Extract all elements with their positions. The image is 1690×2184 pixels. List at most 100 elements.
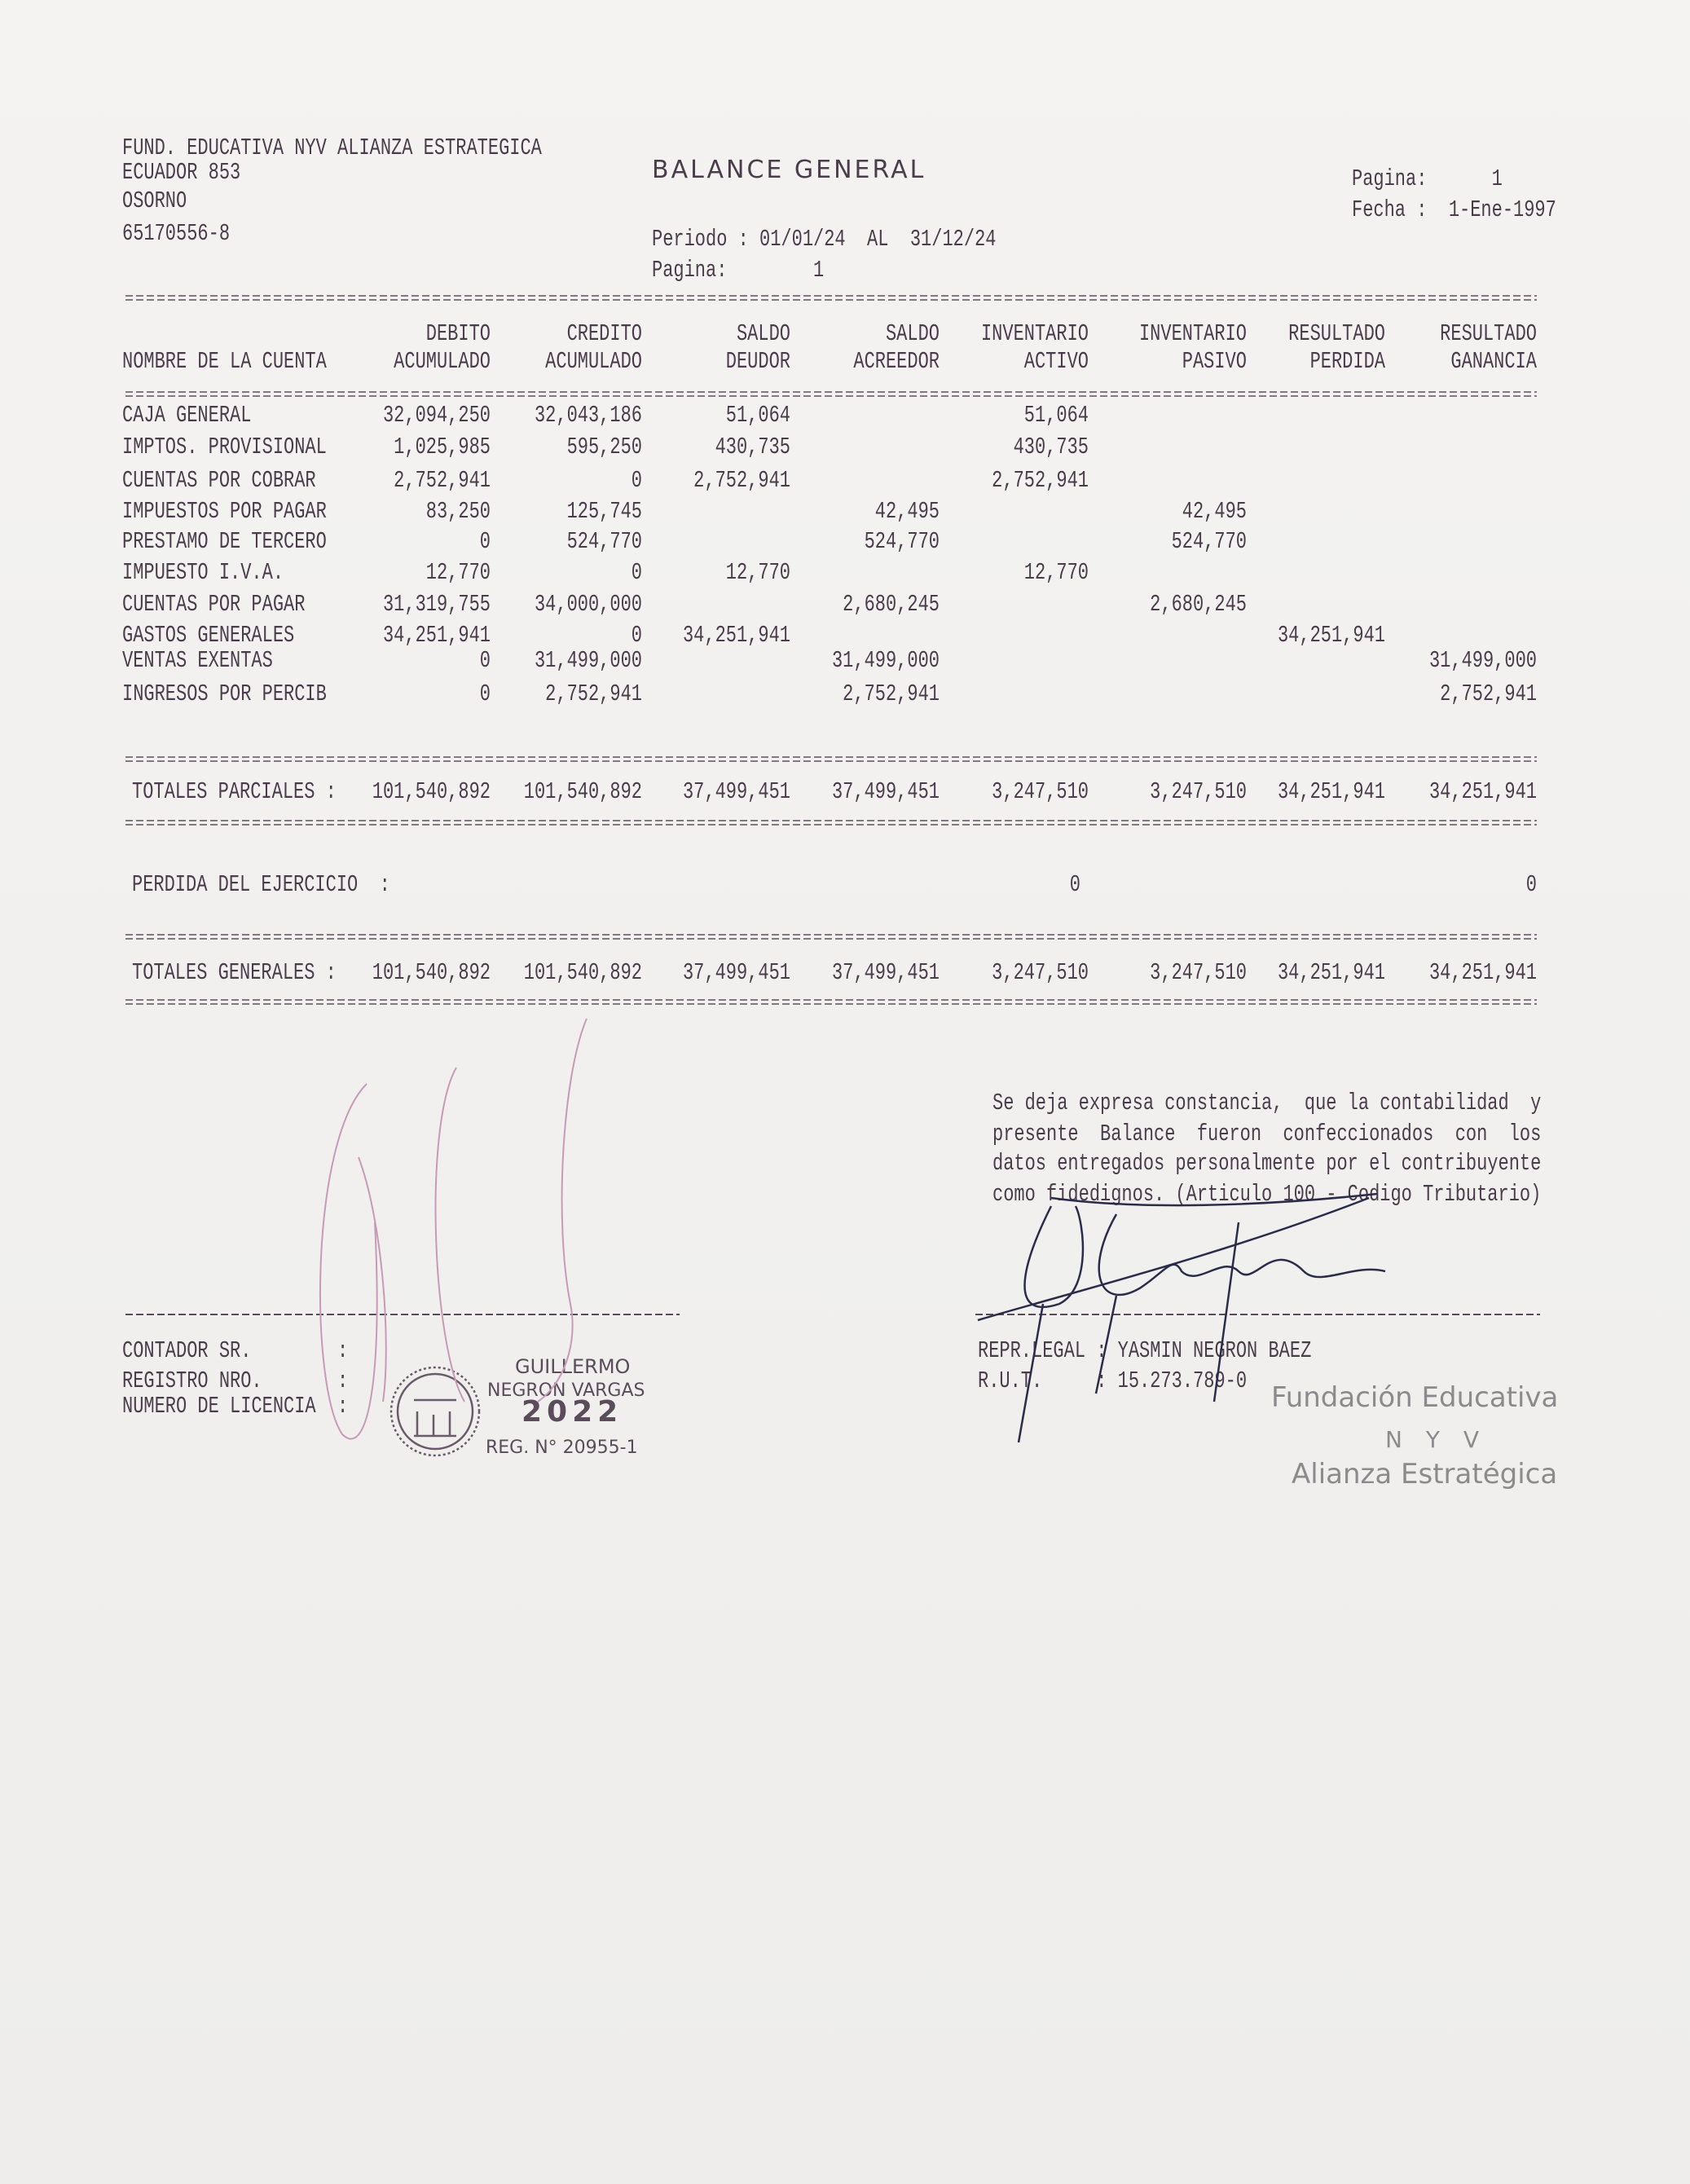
partial-totals-resultado-perdida: 34,251,941 (1277, 778, 1385, 805)
general-totals-resultado-ganancia: 34,251,941 (1428, 959, 1537, 986)
table-row-account-name: CAJA GENERAL (122, 402, 252, 429)
table-row-account-name: IMPUESTO I.V.A. (122, 559, 284, 586)
document-title: BALANCE GENERAL (652, 156, 926, 184)
table-cell-debito-acumulado: 0 (479, 680, 491, 707)
general-totals-inventario-activo: 3,247,510 (992, 959, 1089, 986)
table-cell-credito-acumulado: 34,000,000 (534, 591, 642, 618)
table-cell-saldo-deudor: 430,735 (715, 434, 790, 460)
legal-rut: R.U.T. : 15.273.789-0 (978, 1367, 1248, 1394)
stamp-registration: REG. N° 20955-1 (486, 1438, 638, 1458)
table-cell-saldo-deudor: 51,064 (725, 402, 790, 429)
signature-line-accountant (125, 1314, 680, 1315)
table-cell-saldo-acreedor: 524,770 (864, 528, 940, 555)
table-cell-saldo-acreedor: 2,752,941 (843, 680, 940, 707)
fiscal-loss-label: PERDIDA DEL EJERCICIO : (132, 871, 390, 898)
table-cell-credito-acumulado: 595,250 (566, 434, 642, 460)
fiscal-loss-resultado-ganancia: 0 (1525, 871, 1537, 898)
partial-totals-inventario-activo: 3,247,510 (992, 778, 1089, 805)
accountant-label: CONTADOR SR. : (122, 1337, 349, 1364)
table-cell-inventario-activo: 12,770 (1023, 559, 1089, 586)
column-header-inventario-activo: ACTIVO (1023, 348, 1089, 375)
table-row-account-name: CUENTAS POR PAGAR (122, 591, 306, 618)
partial-totals-inventario-pasivo: 3,247,510 (1150, 778, 1247, 805)
table-cell-resultado-ganancia: 31,499,000 (1428, 647, 1537, 674)
separator (125, 999, 1537, 1006)
statement-line: presente Balance fueron confeccionados c… (992, 1121, 1542, 1147)
general-totals-label: TOTALES GENERALES : (132, 959, 337, 986)
legal-representative-signature (977, 1192, 1386, 1443)
column-header-debito-acumulado: ACUMULADO (394, 348, 491, 375)
table-row-account-name: IMPUESTOS POR PAGAR (122, 498, 327, 525)
page-number: Pagina: 1 (1352, 165, 1503, 192)
column-header-inventario-activo: INVENTARIO (980, 320, 1089, 347)
table-cell-credito-acumulado: 31,499,000 (534, 647, 642, 674)
table-cell-debito-acumulado: 12,770 (425, 559, 491, 586)
column-header-saldo-acreedor: ACREEDOR (853, 348, 940, 375)
signature-line-legal (975, 1314, 1540, 1315)
table-cell-debito-acumulado: 34,251,941 (382, 622, 491, 649)
period: Periodo : 01/01/24 AL 31/12/24 (652, 226, 997, 253)
column-header-inventario-pasivo: INVENTARIO (1138, 320, 1247, 347)
company-city: OSORNO (122, 187, 187, 214)
table-cell-saldo-deudor: 12,770 (725, 559, 790, 586)
table-cell-inventario-pasivo: 2,680,245 (1150, 591, 1247, 618)
table-cell-saldo-deudor: 34,251,941 (682, 622, 790, 649)
table-cell-credito-acumulado: 0 (631, 622, 642, 649)
table-cell-inventario-activo: 430,735 (1013, 434, 1089, 460)
partial-totals-label: TOTALES PARCIALES : (132, 778, 337, 805)
table-cell-debito-acumulado: 31,319,755 (382, 591, 491, 618)
separator (125, 756, 1537, 763)
legal-representative: REPR.LEGAL : YASMIN NEGRON BAEZ (978, 1337, 1312, 1364)
table-cell-saldo-deudor: 2,752,941 (693, 467, 790, 494)
company-name: FUND. EDUCATIVA NYV ALIANZA ESTRATEGICA (122, 134, 542, 161)
stamp-name-1: GUILLERMO (515, 1355, 631, 1378)
table-cell-credito-acumulado: 0 (631, 467, 642, 494)
partial-totals-debito-acumulado: 101,540,892 (372, 778, 491, 805)
partial-totals-saldo-deudor: 37,499,451 (682, 778, 790, 805)
column-header-saldo-acreedor: SALDO (885, 320, 940, 347)
table-cell-credito-acumulado: 2,752,941 (545, 680, 642, 707)
table-row-account-name: INGRESOS POR PERCIB (122, 680, 327, 707)
table-cell-inventario-activo: 2,752,941 (992, 467, 1089, 494)
separator (125, 391, 1537, 398)
table-cell-saldo-acreedor: 2,680,245 (843, 591, 940, 618)
table-row-account-name: PRESTAMO DE TERCERO (122, 528, 327, 555)
license-label: NUMERO DE LICENCIA : (122, 1393, 349, 1420)
statement-line: como fidedignos. (Articulo 100 - Codigo … (992, 1181, 1542, 1208)
general-totals-inventario-pasivo: 3,247,510 (1150, 959, 1247, 986)
table-cell-inventario-pasivo: 42,495 (1182, 498, 1247, 525)
column-header-resultado-ganancia: GANANCIA (1450, 348, 1537, 375)
table-cell-debito-acumulado: 0 (479, 647, 491, 674)
statement-line: Se deja expresa constancia, que la conta… (992, 1090, 1542, 1116)
general-totals-saldo-deudor: 37,499,451 (682, 959, 790, 986)
table-cell-resultado-ganancia: 2,752,941 (1440, 680, 1537, 707)
table-cell-credito-acumulado: 524,770 (566, 528, 642, 555)
company-rut: 65170556-8 (122, 220, 231, 247)
table-cell-inventario-activo: 51,064 (1023, 402, 1089, 429)
column-header-resultado-perdida: RESULTADO (1288, 320, 1385, 347)
table-cell-debito-acumulado: 2,752,941 (394, 467, 491, 494)
table-cell-credito-acumulado: 0 (631, 559, 642, 586)
general-totals-saldo-acreedor: 37,499,451 (831, 959, 940, 986)
partial-totals-resultado-ganancia: 34,251,941 (1428, 778, 1537, 805)
general-totals-resultado-perdida: 34,251,941 (1277, 959, 1385, 986)
partial-totals-saldo-acreedor: 37,499,451 (831, 778, 940, 805)
stamp-seal (389, 1366, 481, 1457)
registry-label: REGISTRO NRO. : (122, 1367, 349, 1394)
table-row-account-name: IMPTOS. PROVISIONAL (122, 434, 327, 460)
table-row-account-name: VENTAS EXENTAS (122, 647, 273, 674)
company-address: ECUADOR 853 (122, 159, 241, 186)
org-stamp-line: N Y V (1385, 1426, 1488, 1453)
column-header-account-name: NOMBRE DE LA CUENTA (122, 348, 327, 375)
separator (125, 820, 1537, 826)
table-cell-saldo-acreedor: 31,499,000 (831, 647, 940, 674)
general-totals-debito-acumulado: 101,540,892 (372, 959, 491, 986)
table-cell-credito-acumulado: 32,043,186 (534, 402, 642, 429)
accountant-signature (319, 1018, 588, 1440)
table-row-account-name: CUENTAS POR COBRAR (122, 467, 316, 494)
general-totals-credito-acumulado: 101,540,892 (523, 959, 642, 986)
table-cell-debito-acumulado: 1,025,985 (394, 434, 491, 460)
column-header-inventario-pasivo: PASIVO (1182, 348, 1247, 375)
table-cell-debito-acumulado: 32,094,250 (382, 402, 491, 429)
